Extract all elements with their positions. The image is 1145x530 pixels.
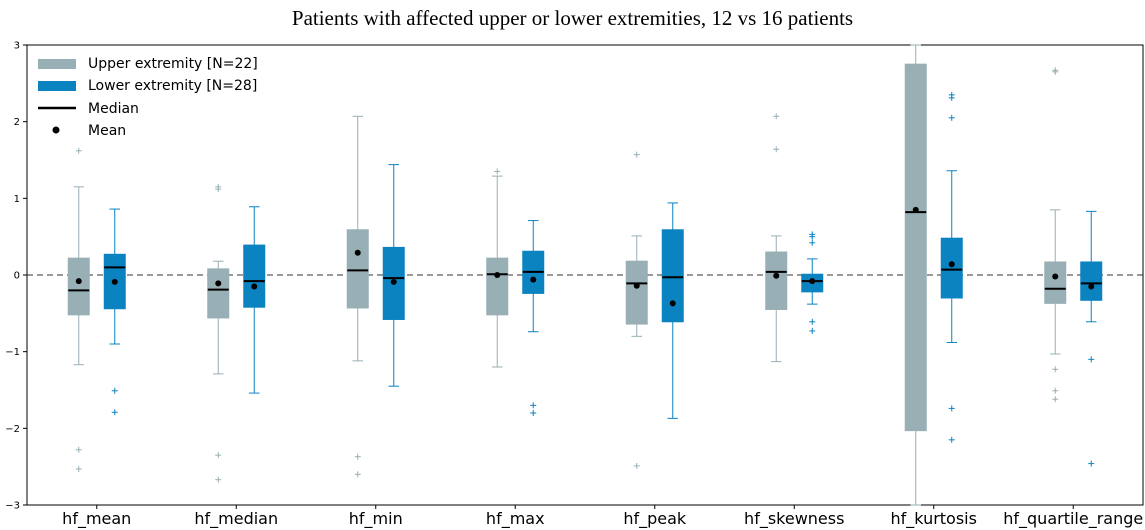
flier-lower-hf-max: [530, 402, 537, 409]
mean-upper-hf-median: [215, 280, 222, 287]
mean-lower-hf-max: [530, 276, 537, 283]
legend-swatch-lower: [38, 81, 76, 91]
mean-lower-hf-min: [390, 278, 397, 285]
flier-upper-hf-quartile-range: [1052, 366, 1059, 373]
box-upper-hf-max: [486, 257, 509, 316]
box-upper-hf-median: [207, 268, 230, 319]
box-lower-hf-quartile-range: [1080, 261, 1103, 301]
mean-upper-hf-min: [354, 249, 361, 256]
flier-upper-hf-skewness: [773, 113, 780, 120]
legend-label-median: Median: [88, 101, 139, 117]
flier-upper-hf-median: [215, 476, 222, 483]
mean-lower-hf-mean: [111, 278, 118, 285]
flier-lower-hf-quartile-range: [1088, 356, 1095, 363]
mean-lower-hf-kurtosis: [948, 261, 955, 268]
flier-lower-hf-max: [530, 410, 537, 416]
box-upper-hf-skewness: [765, 251, 788, 310]
mean-lower-hf-quartile-range: [1088, 283, 1095, 290]
legend-label-upper: Upper extremity [N=22]: [88, 56, 258, 72]
flier-upper-hf-skewness: [773, 146, 780, 153]
x-tick-label-hf-min: hf_min: [349, 509, 403, 529]
flier-upper-hf-min: [354, 453, 361, 460]
flier-lower-hf-quartile-range: [1088, 460, 1095, 467]
flier-lower-hf-kurtosis: [948, 405, 955, 412]
flier-lower-hf-kurtosis: [948, 114, 955, 121]
legend-label-lower: Lower extremity [N=28]: [88, 78, 257, 94]
box-upper-hf-kurtosis: [904, 63, 927, 432]
flier-upper-hf-quartile-range: [1052, 396, 1059, 403]
box-upper-hf-min: [346, 229, 369, 309]
flier-upper-hf-max: [494, 168, 501, 175]
box-lower-hf-kurtosis: [940, 237, 963, 299]
legend-swatch-mean: [52, 126, 60, 134]
x-tick-label-hf-quartile-range: hf_quartile_range: [1003, 509, 1143, 529]
x-tick-label-hf-max: hf_max: [486, 509, 545, 529]
box-upper-hf-peak: [625, 260, 648, 325]
plot-frame: [26, 44, 1144, 506]
flier-upper-hf-quartile-range: [1052, 387, 1059, 394]
box-upper-hf-mean: [67, 257, 90, 316]
mean-lower-hf-skewness: [809, 278, 816, 285]
flier-upper-hf-min: [354, 471, 361, 478]
chart-title: Patients with affected upper or lower ex…: [291, 6, 854, 30]
flier-upper-hf-median: [215, 452, 222, 459]
x-tick-label-hf-median: hf_median: [194, 509, 278, 529]
legend-swatch-upper: [38, 59, 76, 69]
mean-upper-hf-mean: [75, 278, 82, 285]
y-tick-label: 3: [14, 41, 20, 52]
x-tick-label-hf-mean: hf_mean: [62, 509, 131, 529]
y-tick-label: −1: [5, 347, 20, 358]
mean-upper-hf-kurtosis: [912, 206, 919, 213]
flier-lower-hf-skewness: [809, 327, 816, 334]
flier-lower-hf-mean: [111, 409, 118, 416]
box-lower-hf-median: [243, 244, 266, 308]
flier-upper-hf-mean: [75, 446, 82, 453]
flier-upper-hf-quartile-range: [1052, 68, 1059, 75]
flier-lower-hf-skewness: [809, 318, 816, 325]
y-tick-label: −3: [5, 501, 20, 512]
y-tick-label: 1: [14, 194, 20, 205]
flier-upper-hf-peak: [633, 151, 640, 158]
mean-upper-hf-quartile-range: [1052, 273, 1059, 280]
box-upper-hf-quartile-range: [1044, 261, 1067, 304]
mean-lower-hf-median: [251, 283, 258, 290]
flier-upper-hf-median: [215, 186, 222, 193]
flier-upper-hf-mean: [75, 465, 82, 472]
flier-lower-hf-skewness: [809, 233, 816, 240]
flier-upper-hf-peak: [633, 462, 640, 469]
x-tick-label-hf-kurtosis: hf_kurtosis: [891, 509, 977, 529]
legend-label-mean: Mean: [88, 123, 126, 139]
y-tick-label: 0: [14, 271, 20, 282]
x-tick-label-hf-skewness: hf_skewness: [744, 509, 844, 529]
mean-upper-hf-skewness: [773, 272, 780, 279]
box-lower-hf-peak: [661, 229, 684, 323]
mean-lower-hf-peak: [669, 300, 676, 307]
mean-upper-hf-peak: [633, 282, 640, 289]
y-tick-label: −2: [5, 424, 20, 435]
flier-lower-hf-kurtosis: [948, 94, 955, 101]
flier-lower-hf-mean: [111, 387, 118, 394]
x-tick-label-hf-peak: hf_peak: [623, 509, 687, 529]
y-tick-label: 2: [14, 117, 20, 128]
flier-upper-hf-mean: [75, 147, 82, 154]
mean-upper-hf-max: [494, 272, 501, 278]
flier-lower-hf-kurtosis: [948, 436, 955, 443]
flier-lower-hf-skewness: [809, 239, 816, 246]
